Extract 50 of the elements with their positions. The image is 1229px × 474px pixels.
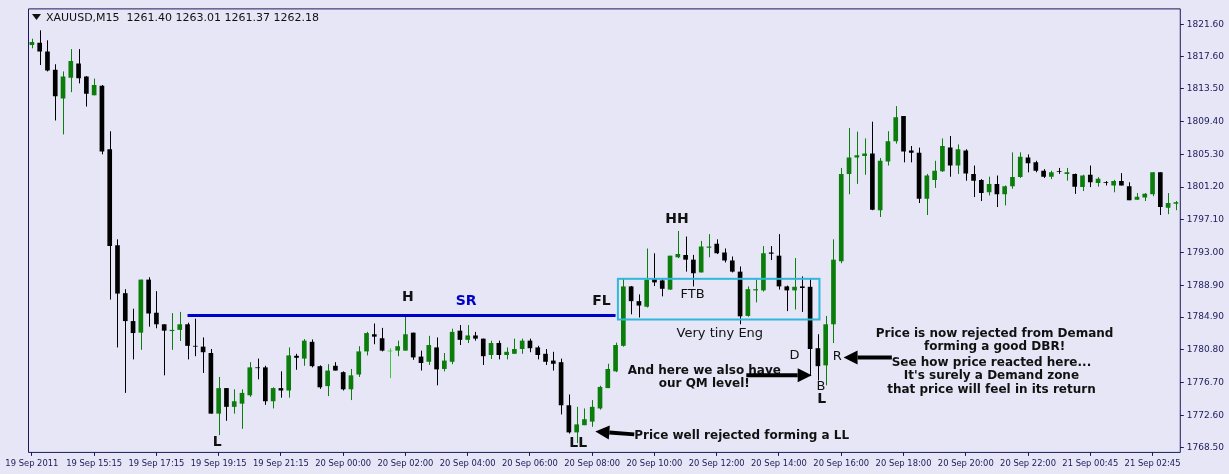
- y-tick-label: 1797.10: [1186, 214, 1225, 225]
- annotation: LL: [569, 434, 588, 451]
- x-tick-label: 20 Sep 00:00: [315, 458, 372, 469]
- y-tick-label: 1817.60: [1186, 50, 1225, 61]
- annotation: L: [212, 432, 222, 450]
- y-tick-label: 1776.70: [1186, 376, 1225, 387]
- x-tick-label: 21 Sep 02:45: [1124, 458, 1181, 469]
- y-tick-label: 1784.90: [1186, 311, 1225, 322]
- annotation: See how price reacted here... It's surely a Demand zone that price will feel in its return: [887, 355, 1096, 396]
- annotation: FTB: [680, 285, 705, 302]
- series-label: SR: [455, 292, 477, 309]
- annotation: Very tiny Eng: [676, 325, 764, 341]
- x-tick-label: 20 Sep 12:00: [688, 458, 745, 469]
- y-tick-label: 1780.80: [1186, 344, 1225, 355]
- x-tick-label: 20 Sep 10:00: [626, 458, 683, 469]
- y-tick-label: 1768.50: [1186, 442, 1225, 453]
- y-tick-label: 1801.20: [1186, 181, 1225, 192]
- annotation: R: [832, 348, 842, 364]
- x-tick-label: 20 Sep 20:00: [937, 458, 994, 469]
- x-tick-label: 19 Sep 2011: [5, 458, 59, 469]
- y-tick-label: 1805.30: [1186, 148, 1225, 159]
- chart-title: XAUUSD,M15 1261.40 1263.01 1261.37 1262.18: [46, 11, 320, 25]
- annotation: Price well rejected forming a LL: [634, 427, 850, 443]
- y-tick-label: 1821.60: [1186, 18, 1225, 29]
- annotation: Price is now rejected from Demand forming a good DBR!: [875, 326, 1114, 354]
- y-tick-label: 1809.40: [1186, 116, 1225, 127]
- annotation: H: [401, 288, 414, 305]
- y-tick-label: 1772.60: [1186, 409, 1225, 420]
- y-tick-label: 1788.90: [1186, 279, 1225, 290]
- x-tick-label: 20 Sep 02:00: [377, 458, 434, 469]
- x-tick-label: 19 Sep 19:15: [190, 458, 247, 469]
- x-tick-label: 20 Sep 14:00: [751, 458, 807, 469]
- x-tick-label: 20 Sep 22:00: [1000, 458, 1056, 469]
- x-tick-label: 19 Sep 21:15: [252, 458, 309, 469]
- y-tick-label: 1793.00: [1186, 246, 1225, 257]
- annotation: FL: [592, 292, 611, 309]
- x-tick-label: 20 Sep 06:00: [502, 458, 558, 469]
- x-tick-label: 19 Sep 15:15: [66, 458, 123, 469]
- x-tick-label: 20 Sep 16:00: [813, 458, 870, 469]
- y-tick-label: 1813.50: [1186, 83, 1225, 94]
- annotation: HH: [665, 209, 689, 227]
- x-tick-label: 20 Sep 18:00: [875, 458, 932, 469]
- annotation: D: [789, 346, 800, 362]
- annotation: L: [817, 390, 827, 407]
- annotation: B: [816, 377, 826, 393]
- x-tick-label: 21 Sep 00:45: [1062, 458, 1119, 469]
- x-tick-label: 20 Sep 04:00: [439, 458, 496, 469]
- annotation: And here we also have our QM level!: [627, 362, 781, 391]
- x-tick-label: 19 Sep 17:15: [128, 458, 185, 469]
- x-tick-label: 20 Sep 08:00: [564, 458, 621, 469]
